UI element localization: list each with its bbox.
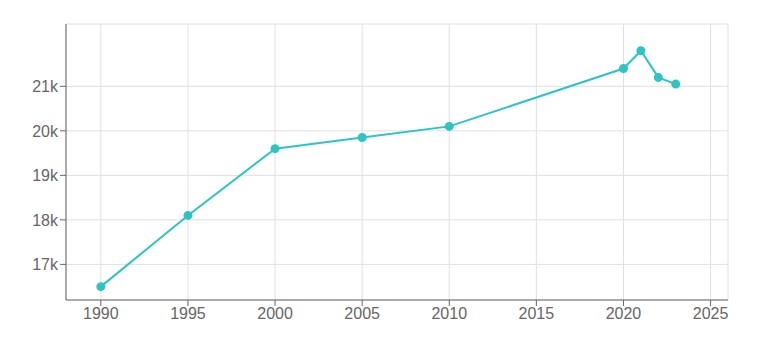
svg-text:17k: 17k bbox=[32, 256, 59, 273]
svg-text:2000: 2000 bbox=[257, 305, 293, 322]
svg-text:2015: 2015 bbox=[519, 305, 555, 322]
svg-text:1990: 1990 bbox=[83, 305, 119, 322]
svg-text:2010: 2010 bbox=[431, 305, 467, 322]
svg-text:21k: 21k bbox=[32, 78, 59, 95]
svg-text:2025: 2025 bbox=[693, 305, 729, 322]
svg-text:2005: 2005 bbox=[344, 305, 380, 322]
svg-text:2020: 2020 bbox=[606, 305, 642, 322]
svg-text:19k: 19k bbox=[32, 167, 59, 184]
svg-text:20k: 20k bbox=[32, 123, 59, 140]
svg-text:18k: 18k bbox=[32, 212, 59, 229]
svg-text:1995: 1995 bbox=[170, 305, 206, 322]
